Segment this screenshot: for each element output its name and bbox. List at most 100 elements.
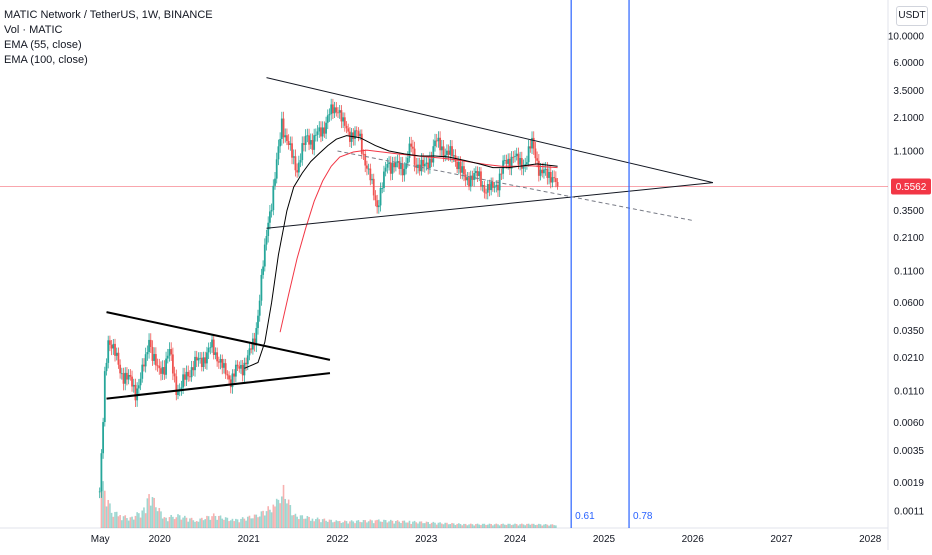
volume-bar: [447, 524, 450, 528]
volume-bar: [354, 523, 356, 528]
volume-bar: [168, 517, 171, 528]
candle-body: [262, 266, 265, 275]
volume-bar: [538, 523, 540, 528]
candle-body: [463, 166, 465, 175]
candle-body: [377, 205, 380, 208]
volume-bar: [279, 503, 281, 528]
volume-bar: [110, 512, 113, 528]
candle-body: [539, 169, 542, 176]
candle-body: [411, 146, 414, 149]
volume-bar: [267, 506, 270, 528]
candle-body: [195, 356, 198, 361]
candle-body: [403, 168, 406, 176]
candle-body: [410, 143, 413, 147]
volume-bar: [410, 523, 412, 528]
volume-bar: [498, 525, 501, 528]
volume-bar: [126, 518, 128, 528]
y-tick-label: 0.1100: [894, 267, 924, 278]
candle-body: [554, 178, 557, 183]
volume-bar: [223, 519, 225, 528]
volume-bar: [165, 517, 167, 528]
volume-bar: [105, 506, 108, 528]
candle-body: [177, 391, 179, 396]
candle-body: [200, 357, 203, 367]
candle-body: [223, 363, 225, 368]
candle-body: [384, 167, 387, 172]
candle-body: [549, 172, 552, 183]
volume-bar: [321, 519, 324, 528]
volume-bar: [466, 525, 469, 528]
volume-bar: [233, 521, 235, 528]
legend-ema100[interactable]: EMA (100, close): [4, 54, 88, 66]
volume-bar: [296, 516, 298, 528]
candle-body: [354, 130, 356, 139]
volume-bar: [355, 520, 358, 528]
volume-bar: [299, 515, 302, 528]
volume-bar: [429, 524, 431, 528]
candle-body: [248, 348, 251, 356]
volume-bar: [328, 519, 331, 528]
volume-bar: [532, 523, 535, 528]
candle-body: [493, 186, 496, 188]
volume-bar: [144, 513, 147, 528]
candle-body: [286, 135, 288, 142]
legend-volume[interactable]: Vol · MATIC: [4, 24, 63, 36]
candle-body: [488, 184, 491, 191]
candle-body: [519, 158, 522, 165]
volume-bar: [241, 517, 244, 528]
volume-bar: [553, 525, 555, 528]
candle-body: [546, 168, 549, 178]
candle-body: [537, 160, 540, 176]
triangle-2021-trendline: [266, 77, 714, 184]
volume-bar: [194, 521, 196, 528]
candle-body: [139, 378, 142, 386]
volume-bar: [512, 524, 515, 528]
candle-body: [277, 146, 280, 160]
candle-body: [245, 362, 247, 365]
candle-body: [383, 171, 385, 188]
candle-body: [406, 157, 409, 164]
candle-body: [413, 148, 416, 165]
volume-bar: [555, 525, 557, 528]
volume-bar: [303, 518, 305, 528]
candle-body: [318, 127, 321, 132]
candle-body: [148, 339, 150, 353]
candle-body: [132, 384, 135, 387]
candle-body: [180, 387, 183, 390]
volume-bar: [189, 518, 191, 528]
volume-bar: [260, 511, 263, 528]
y-tick-label: 0.2100: [893, 233, 924, 244]
legend-title[interactable]: MATIC Network / TetherUS, 1W, BINANCE: [4, 9, 213, 21]
volume-bar: [350, 520, 353, 528]
volume-bar: [342, 522, 344, 528]
volume-bar: [425, 521, 428, 528]
candle-body: [432, 146, 435, 163]
volume-bar: [335, 520, 338, 528]
volume-bar: [549, 524, 552, 528]
volume-bar: [471, 524, 474, 528]
volume-bar: [480, 525, 482, 528]
candle-body: [154, 354, 157, 366]
volume-bar: [510, 525, 513, 528]
candle-body: [304, 135, 307, 145]
candle-body: [241, 364, 244, 376]
volume-bar: [160, 511, 162, 528]
volume-bar: [246, 516, 249, 528]
y-tick-label: 0.0210: [893, 353, 924, 364]
volume-bar: [379, 521, 382, 528]
candle-body: [156, 365, 159, 367]
volume-bar: [418, 521, 421, 528]
volume-bar: [372, 523, 375, 528]
candle-body: [446, 150, 448, 155]
volume-bar: [131, 516, 133, 528]
volume-bar: [206, 515, 208, 528]
volume-bar: [121, 520, 123, 528]
volume-bar: [269, 509, 271, 528]
candle-body: [427, 162, 430, 169]
candle-body: [289, 143, 292, 145]
volume-bar: [485, 524, 487, 528]
legend-ema55[interactable]: EMA (55, close): [4, 39, 82, 51]
currency-selector[interactable]: USDT: [896, 6, 928, 26]
